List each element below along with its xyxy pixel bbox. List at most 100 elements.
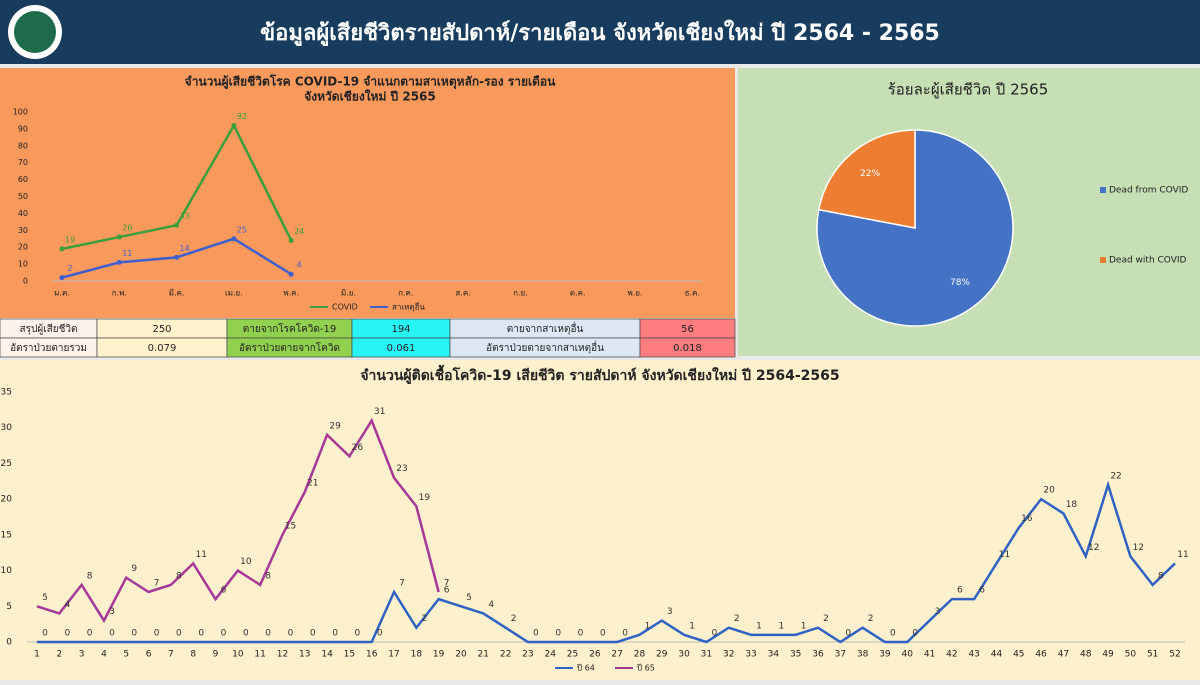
table-cell-text: อัตราป่วยตายจากโควิด xyxy=(239,341,340,354)
legend-label: Dead with COVID xyxy=(1109,256,1187,266)
table-cell-text: 0.079 xyxy=(148,343,177,354)
x-tick-label: 31 xyxy=(701,650,712,660)
data-label: 0 xyxy=(42,629,48,639)
data-label: 6 xyxy=(444,586,450,596)
x-tick-label: 35 xyxy=(790,650,801,660)
weekly-panel xyxy=(0,360,1200,680)
data-label: 25 xyxy=(237,225,247,234)
table-cell-text: อัตราป่วยตายจากสาเหตุอื่น xyxy=(486,340,604,354)
y-tick-label: 30 xyxy=(1,423,13,433)
data-label: 0 xyxy=(243,629,249,639)
data-label: 11 xyxy=(999,550,1010,560)
data-label: 0 xyxy=(600,629,606,639)
data-label: 1 xyxy=(801,621,807,631)
data-label: 7 xyxy=(399,579,405,589)
data-label: 4 xyxy=(64,600,70,610)
data-label: 0 xyxy=(578,629,584,639)
x-tick-label: 40 xyxy=(902,650,914,660)
y-tick-label: 10 xyxy=(1,566,13,576)
x-tick-label: 19 xyxy=(433,650,445,660)
y-tick-label: 70 xyxy=(18,158,28,167)
x-tick-label: 5 xyxy=(123,650,129,660)
x-tick-label: 9 xyxy=(213,650,219,660)
page-title: ข้อมูลผู้เสียชีวิตรายสัปดาห์/รายเดือน จั… xyxy=(260,19,940,47)
data-label: 0 xyxy=(198,629,204,639)
data-label: 19 xyxy=(419,493,431,503)
data-label: 5 xyxy=(42,593,48,603)
data-label: 0 xyxy=(533,629,539,639)
x-tick-label: 11 xyxy=(254,650,265,660)
data-label: 23 xyxy=(396,464,407,474)
x-tick-label: 21 xyxy=(478,650,489,660)
x-tick-label: 14 xyxy=(321,650,333,660)
series-line xyxy=(36,417,440,624)
data-label: 21 xyxy=(307,479,318,489)
chart-title: จังหวัดเชียงใหม่ ปี 2565 xyxy=(304,89,436,104)
data-label: 92 xyxy=(237,112,247,121)
x-tick-label: 8 xyxy=(190,650,196,660)
data-label: 15 xyxy=(285,521,296,531)
legend-label: COVID xyxy=(332,303,358,312)
monthly-panel xyxy=(0,68,735,318)
data-label: 6 xyxy=(957,586,963,596)
x-tick-label: 15 xyxy=(344,650,355,660)
x-tick-label: 47 xyxy=(1058,650,1069,660)
data-label: 7 xyxy=(154,579,160,589)
data-label: 3 xyxy=(109,607,115,617)
data-label: 3 xyxy=(667,607,673,617)
x-tick-label: 37 xyxy=(835,650,846,660)
x-tick-label: 32 xyxy=(723,650,734,660)
data-label: 24 xyxy=(294,227,304,236)
data-label: 8 xyxy=(265,571,271,581)
point xyxy=(288,271,294,277)
x-tick-label: 3 xyxy=(79,650,85,660)
x-tick-label: ธ.ค. xyxy=(685,289,700,298)
data-label: 22 xyxy=(1110,471,1121,481)
y-tick-label: 20 xyxy=(18,243,28,252)
header-bar xyxy=(0,0,1200,64)
y-tick-label: 0 xyxy=(6,638,12,648)
x-tick-label: พ.ย. xyxy=(627,289,642,298)
data-label: 20 xyxy=(1043,486,1055,496)
data-label: 12 xyxy=(1133,543,1144,553)
table-cell-text: 0.061 xyxy=(387,343,416,354)
x-tick-label: 25 xyxy=(567,650,578,660)
data-label: 6 xyxy=(221,586,227,596)
data-label: 1 xyxy=(778,621,784,631)
data-label: 2 xyxy=(868,614,874,624)
data-label: 0 xyxy=(622,629,628,639)
point xyxy=(116,234,122,240)
x-tick-label: 34 xyxy=(768,650,780,660)
data-label: 78% xyxy=(950,278,970,288)
x-tick-label: ก.ย. xyxy=(513,289,528,298)
point xyxy=(174,222,180,228)
data-label: 6 xyxy=(979,586,985,596)
data-label: 0 xyxy=(912,629,918,639)
data-label: 0 xyxy=(332,629,338,639)
y-tick-label: 40 xyxy=(18,209,28,218)
x-tick-label: 49 xyxy=(1102,650,1114,660)
x-tick-label: 41 xyxy=(924,650,935,660)
data-label: 11 xyxy=(1177,550,1188,560)
y-tick-label: 100 xyxy=(13,108,28,117)
x-tick-label: 28 xyxy=(634,650,646,660)
y-tick-label: 15 xyxy=(1,530,12,540)
x-tick-label: มิ.ย. xyxy=(341,289,356,298)
x-tick-label: 18 xyxy=(411,650,423,660)
data-label: 2 xyxy=(734,614,740,624)
data-label: 0 xyxy=(890,629,896,639)
data-label: 0 xyxy=(64,629,70,639)
legend-swatch xyxy=(1100,187,1106,193)
x-tick-label: 13 xyxy=(299,650,310,660)
data-label: 11 xyxy=(195,550,206,560)
data-label: 3 xyxy=(935,607,941,617)
table-cell-text: สรุปผู้เสียชีวิต xyxy=(20,323,78,335)
legend-label: ปี 64 xyxy=(576,664,595,673)
x-tick-label: 26 xyxy=(589,650,601,660)
y-tick-label: 60 xyxy=(18,175,28,184)
data-label: 0 xyxy=(109,629,115,639)
data-label: 4 xyxy=(297,261,302,270)
data-label: 0 xyxy=(555,629,561,639)
x-tick-label: ก.พ. xyxy=(112,289,127,298)
x-tick-label: 33 xyxy=(745,650,756,660)
